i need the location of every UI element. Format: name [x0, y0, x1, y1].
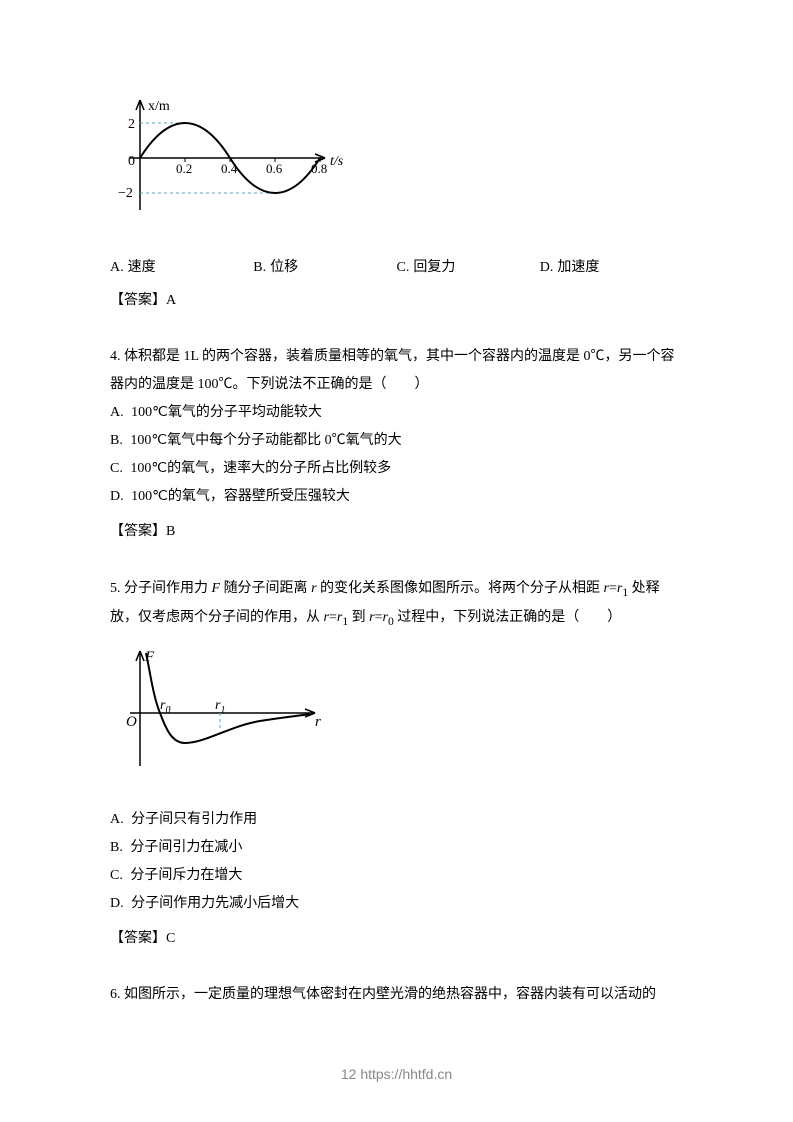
text-mid1: 随分子间距离	[220, 581, 311, 596]
text-end: 过程中，下列说法正确的是（ ）	[394, 610, 622, 625]
q5-option-d: D. 分子间作用力先减小后增大	[110, 890, 683, 918]
q5-options-block: A. 分子间只有引力作用 B. 分子间引力在减小 C. 分子间斥力在增大 D. …	[110, 806, 683, 918]
q5-text: 5. 分子间作用力 F 随分子间距离 r 的变化关系图像如图所示。将两个分子从相…	[110, 575, 683, 633]
option-letter: D.	[110, 489, 124, 504]
option-text: 分子间斥力在增大	[130, 868, 242, 883]
q6-number: 6.	[110, 987, 121, 1002]
xtick-3: 0.6	[266, 161, 283, 176]
option-text: 100℃的氧气，速率大的分子所占比例较多	[130, 461, 391, 476]
option-text: 100℃的氧气，容器壁所受压强较大	[131, 489, 350, 504]
origin-label: O	[126, 714, 137, 730]
eq2-eq: =	[329, 610, 337, 625]
q4-text: 4. 体积都是 1L 的两个容器，装着质量相等的氧气，其中一个容器内的温度是 0…	[110, 343, 683, 399]
option-letter: A.	[110, 260, 124, 275]
q3-option-a: A. 速度	[110, 255, 253, 280]
ytick-2: 2	[128, 117, 135, 132]
xtick-2: 0.4	[221, 161, 238, 176]
q5-option-b: B. 分子间引力在减小	[110, 834, 683, 862]
q5-option-c: C. 分子间斥力在增大	[110, 862, 683, 890]
option-letter: A.	[110, 812, 124, 827]
q6-text: 6. 如图所示，一定质量的理想气体密封在内壁光滑的绝热容器中，容器内装有可以活动…	[110, 981, 683, 1009]
q5-answer: 【答案】C	[110, 926, 683, 951]
q5-block: 5. 分子间作用力 F 随分子间距离 r 的变化关系图像如图所示。将两个分子从相…	[110, 575, 683, 633]
answer-value: A	[166, 293, 176, 308]
q4-number: 4.	[110, 349, 121, 364]
footer-url: https://hhtfd.cn	[360, 1066, 452, 1082]
q4-option-b: B. 100℃氧气中每个分子动能都比 0℃氧气的大	[110, 427, 683, 455]
ytick-neg2: −2	[118, 186, 133, 201]
option-text: 分子间引力在减小	[130, 840, 242, 855]
option-letter: C.	[110, 461, 123, 476]
option-text: 速度	[128, 260, 156, 275]
x-axis-label: t/s	[330, 154, 344, 169]
option-text: 100℃氧气中每个分子动能都比 0℃氧气的大	[130, 433, 401, 448]
option-letter: C.	[397, 260, 410, 275]
force-curve-svg: F O r0 r1 r	[110, 641, 330, 781]
q4-option-c: C. 100℃的氧气，速率大的分子所占比例较多	[110, 455, 683, 483]
q3-answer: 【答案】A	[110, 288, 683, 313]
q4-body: 体积都是 1L 的两个容器，装着质量相等的氧气，其中一个容器内的温度是 0℃，另…	[110, 349, 675, 392]
q3-option-c: C.回复力	[397, 255, 540, 280]
answer-label: 【答案】	[110, 931, 166, 946]
text-mid4: 到	[348, 610, 369, 625]
option-text: 加速度	[557, 260, 599, 275]
answer-label: 【答案】	[110, 524, 166, 539]
option-letter: B.	[253, 260, 266, 275]
eq3-eq: =	[375, 610, 383, 625]
option-text: 分子间作用力先减小后增大	[131, 896, 299, 911]
sine-wave-svg: x/m 2 0 −2 0.2 0.4 0.6 0.8 t/s	[110, 80, 350, 230]
molecular-force-graph: F O r0 r1 r	[110, 641, 683, 786]
option-text: 100℃氧气的分子平均动能较大	[131, 405, 322, 420]
page-footer: 12 https://hhtfd.cn	[0, 1066, 793, 1082]
q3-options: A. 速度 B. 位移 C.回复力 D.加速度	[110, 255, 683, 280]
page-number: 12	[341, 1066, 357, 1082]
option-letter: A.	[110, 405, 124, 420]
xtick-1: 0.2	[176, 161, 192, 176]
origin-label: 0	[128, 154, 135, 169]
q6-body: 如图所示，一定质量的理想气体密封在内壁光滑的绝热容器中，容器内装有可以活动的	[124, 987, 656, 1002]
q6-block: 6. 如图所示，一定质量的理想气体密封在内壁光滑的绝热容器中，容器内装有可以活动…	[110, 981, 683, 1009]
option-letter: C.	[110, 868, 123, 883]
q5-option-a: A. 分子间只有引力作用	[110, 806, 683, 834]
q4-answer: 【答案】B	[110, 519, 683, 544]
shm-graph: x/m 2 0 −2 0.2 0.4 0.6 0.8 t/s	[110, 80, 683, 235]
text-pre: 分子间作用力	[124, 581, 212, 596]
answer-value: B	[166, 524, 175, 539]
q3-option-d: D.加速度	[540, 255, 683, 280]
option-text: 分子间只有引力作用	[131, 812, 257, 827]
var-F: F	[212, 581, 221, 596]
q4-option-a: A. 100℃氧气的分子平均动能较大	[110, 399, 683, 427]
eq1-eq: =	[609, 581, 617, 596]
answer-value: C	[166, 931, 175, 946]
option-text: 位移	[270, 260, 298, 275]
option-text: 回复力	[413, 260, 455, 275]
y-axis-label: F	[144, 649, 155, 665]
option-letter: B.	[110, 433, 123, 448]
y-axis-label: x/m	[148, 99, 170, 114]
x-axis-label: r	[315, 714, 321, 730]
option-letter: D.	[110, 896, 124, 911]
q3-option-b: B. 位移	[253, 255, 396, 280]
text-mid2: 的变化关系图像如图所示。将两个分子从相距	[317, 581, 604, 596]
q5-number: 5.	[110, 581, 121, 596]
option-letter: B.	[110, 840, 123, 855]
option-letter: D.	[540, 260, 554, 275]
xtick-4: 0.8	[311, 161, 327, 176]
q4-option-d: D. 100℃的氧气，容器壁所受压强较大	[110, 483, 683, 511]
q4-block: 4. 体积都是 1L 的两个容器，装着质量相等的氧气，其中一个容器内的温度是 0…	[110, 343, 683, 511]
answer-label: 【答案】	[110, 293, 166, 308]
